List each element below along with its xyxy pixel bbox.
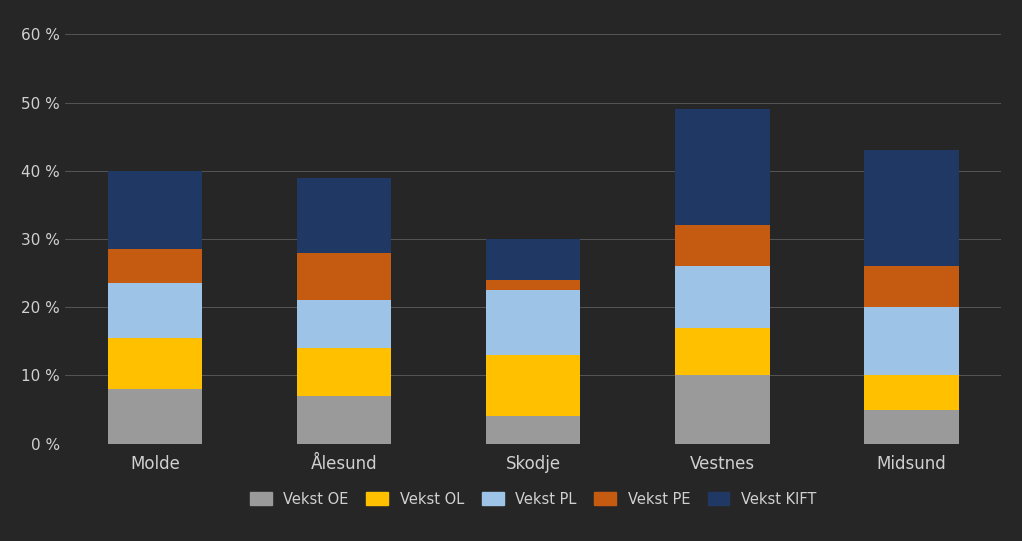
Bar xyxy=(107,283,202,338)
Bar xyxy=(107,389,202,444)
Bar xyxy=(675,328,770,375)
Bar xyxy=(107,249,202,283)
Bar xyxy=(864,150,959,266)
Bar xyxy=(485,239,580,280)
Bar xyxy=(107,171,202,249)
Bar xyxy=(485,417,580,444)
Bar xyxy=(107,338,202,389)
Bar xyxy=(296,253,391,300)
Bar xyxy=(864,410,959,444)
Bar xyxy=(675,226,770,266)
Bar xyxy=(675,266,770,328)
Legend: Vekst OE, Vekst OL, Vekst PL, Vekst PE, Vekst KIFT: Vekst OE, Vekst OL, Vekst PL, Vekst PE, … xyxy=(244,486,823,512)
Bar xyxy=(485,355,580,417)
Bar xyxy=(296,177,391,253)
Bar xyxy=(485,280,580,290)
Bar xyxy=(296,396,391,444)
Bar xyxy=(864,375,959,410)
Bar xyxy=(864,307,959,375)
Bar xyxy=(675,375,770,444)
Bar xyxy=(675,109,770,226)
Bar xyxy=(296,300,391,348)
Bar xyxy=(864,266,959,307)
Bar xyxy=(485,290,580,355)
Bar xyxy=(296,348,391,396)
